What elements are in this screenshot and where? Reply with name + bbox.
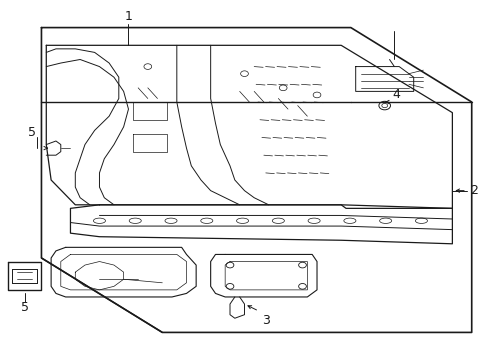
- Text: 2: 2: [469, 184, 477, 197]
- Text: 5: 5: [20, 301, 28, 314]
- Text: 4: 4: [392, 89, 400, 102]
- Text: 5: 5: [28, 126, 36, 139]
- Text: 1: 1: [124, 10, 132, 23]
- Text: 3: 3: [262, 314, 270, 327]
